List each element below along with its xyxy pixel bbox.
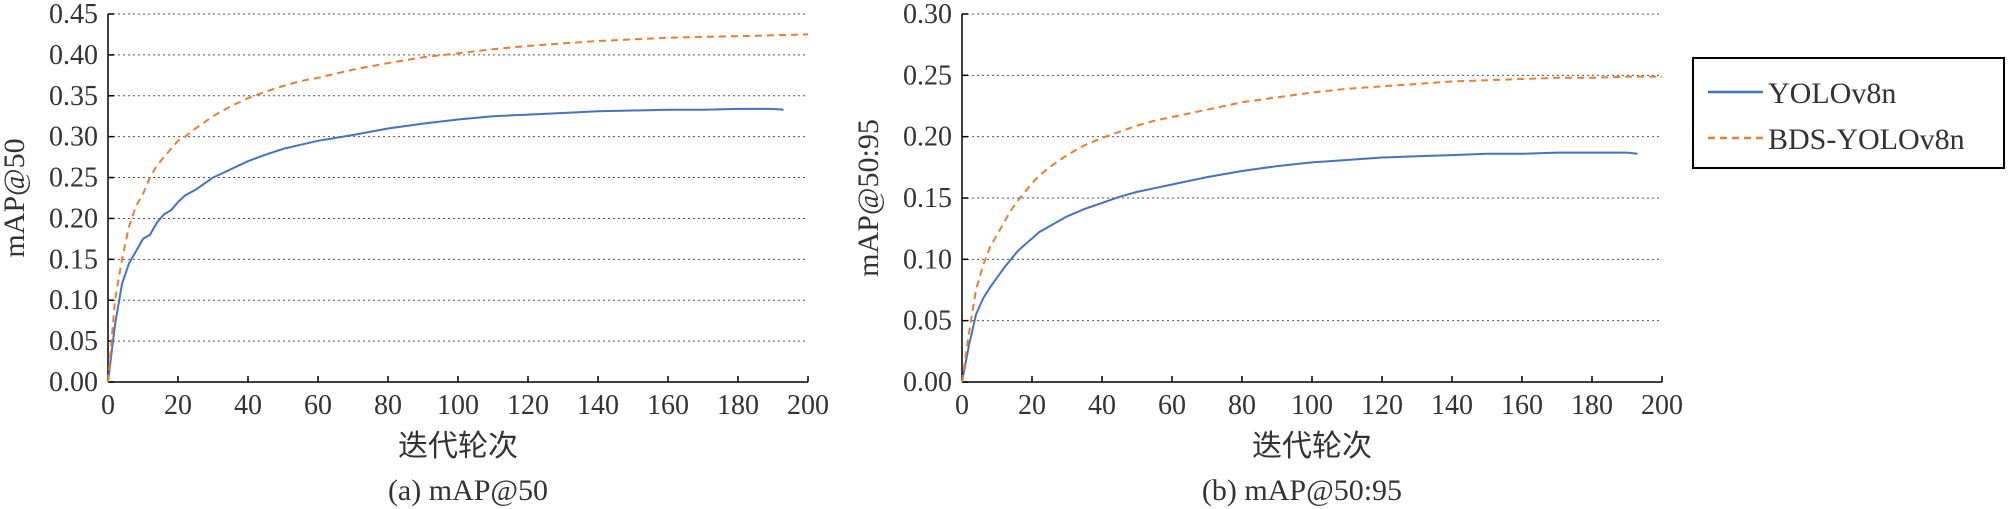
legend-label-bds-yolov8n: BDS-YOLOv8n xyxy=(1768,123,1965,156)
x-tick-label-a-4: 80 xyxy=(374,390,402,421)
y-tick-label-b-0: 0.00 xyxy=(903,367,952,398)
series-line-a-yolov8n xyxy=(107,107,784,383)
x-axis-label-a: 迭代轮次 xyxy=(398,430,518,463)
y-axis-label-b: mAP@50:95 xyxy=(852,119,885,277)
y-tick-label-a-5: 0.25 xyxy=(49,163,98,194)
y-tick-label-b-6: 0.30 xyxy=(903,0,952,30)
x-tick-label-a-1: 20 xyxy=(164,390,192,421)
x-tick-label-b-10: 200 xyxy=(1641,390,1683,421)
y-tick-label-b-4: 0.20 xyxy=(903,122,952,153)
caption-b: (b) mAP@50:95 xyxy=(1202,474,1402,507)
chart-a: 0.00 0.05 0.10 0.15 0.20 0.25 0.30 0.35 0.40 0.45… xyxy=(0,0,829,507)
x-tick-label-b-8: 160 xyxy=(1501,390,1543,421)
x-tick-label-b-0: 0 xyxy=(955,390,969,421)
y-tick-label-b-1: 0.05 xyxy=(903,306,952,337)
legend-box xyxy=(1692,57,2005,169)
y-tick-label-a-8: 0.40 xyxy=(49,40,98,71)
x-tick-label-a-3: 60 xyxy=(304,390,332,421)
y-tick-label-a-6: 0.30 xyxy=(49,122,98,153)
x-axis-label-b: 迭代轮次 xyxy=(1252,430,1372,463)
x-tick-label-a-0: 0 xyxy=(101,390,115,421)
y-tick-label-a-2: 0.10 xyxy=(49,285,98,316)
legend-label-yolov8n: YOLOv8n xyxy=(1768,77,1896,110)
x-tick-label-a-5: 100 xyxy=(437,390,479,421)
y-tick-label-b-3: 0.15 xyxy=(903,183,952,214)
x-tick-label-b-5: 100 xyxy=(1291,390,1333,421)
y-tick-label-b-5: 0.25 xyxy=(903,60,952,91)
chart-b: 0.00 0.05 0.10 0.15 0.20 0.25 0.30 0 20 40 60 80 100… xyxy=(852,0,1683,507)
x-tick-label-b-1: 20 xyxy=(1018,390,1046,421)
legend: YOLOv8n BDS-YOLOv8n xyxy=(1692,57,2005,169)
caption-a: (a) mAP@50 xyxy=(388,474,548,507)
x-tick-label-a-9: 180 xyxy=(717,390,759,421)
x-tick-label-a-8: 160 xyxy=(647,390,689,421)
y-tick-label-a-1: 0.05 xyxy=(49,326,98,357)
y-axis-label-a: mAP@50 xyxy=(0,138,31,257)
x-tick-label-a-6: 120 xyxy=(507,390,549,421)
x-tick-label-a-10: 200 xyxy=(787,390,829,421)
x-tick-label-b-2: 40 xyxy=(1088,390,1116,421)
x-tick-label-b-9: 180 xyxy=(1571,390,1613,421)
x-tick-label-a-7: 140 xyxy=(577,390,619,421)
x-tick-label-b-3: 60 xyxy=(1158,390,1186,421)
y-tick-label-a-4: 0.20 xyxy=(49,203,98,234)
x-tick-label-a-2: 40 xyxy=(234,390,262,421)
y-tick-label-a-0: 0.00 xyxy=(49,367,98,398)
y-tick-label-a-3: 0.15 xyxy=(49,244,98,275)
series-line-b-bds-yolov8n xyxy=(961,75,1662,383)
x-tick-label-b-7: 140 xyxy=(1431,390,1473,421)
series-line-a-bds-yolov8n xyxy=(107,33,809,383)
x-tick-label-b-6: 120 xyxy=(1361,390,1403,421)
x-tick-label-b-4: 80 xyxy=(1228,390,1256,421)
y-tick-label-a-9: 0.45 xyxy=(49,0,98,30)
series-line-b-yolov8n xyxy=(961,151,1638,383)
y-tick-label-a-7: 0.35 xyxy=(49,81,98,112)
y-tick-label-b-2: 0.10 xyxy=(903,244,952,275)
